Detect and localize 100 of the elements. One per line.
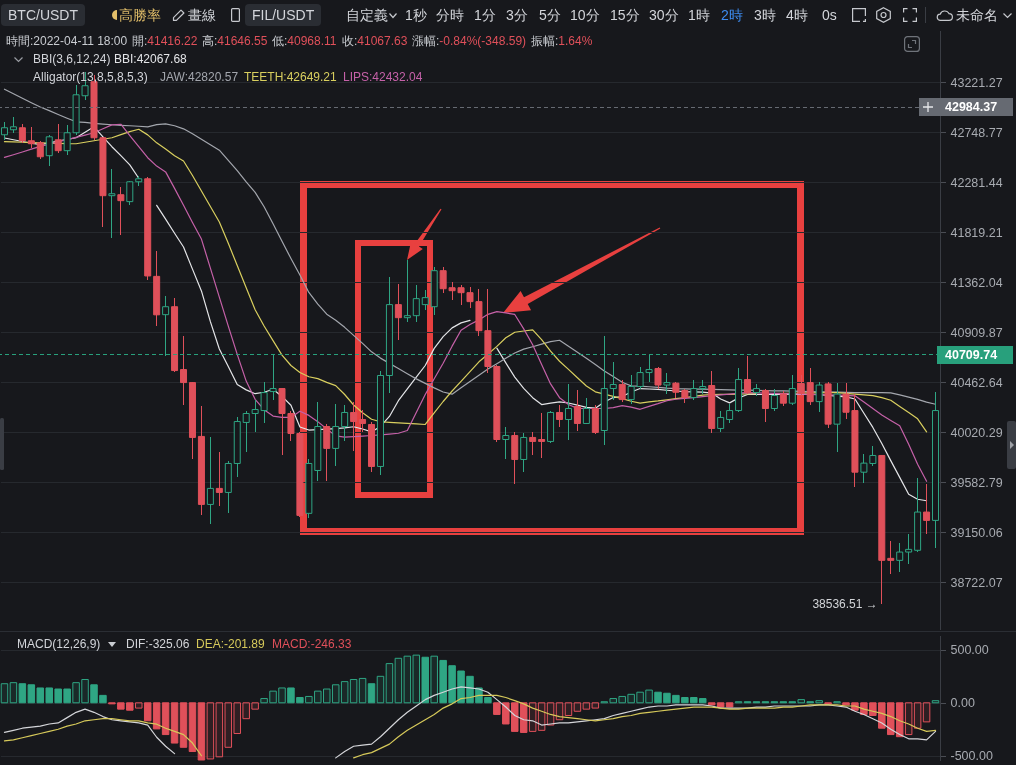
text: BTC/USDT xyxy=(8,6,78,24)
annotation: 38536.51 → xyxy=(812,597,878,612)
annotation: 振幅:1.64% xyxy=(531,34,593,48)
text: TEETH:42649.21 xyxy=(244,69,337,85)
candlestick xyxy=(180,335,188,406)
bar xyxy=(269,690,277,704)
candlestick xyxy=(36,140,44,160)
candlestick xyxy=(726,403,734,424)
text: 2時 xyxy=(721,6,743,24)
candlestick xyxy=(573,389,581,432)
candlestick xyxy=(117,186,125,236)
y-tick-label: 39150.06 xyxy=(950,525,1003,540)
bar xyxy=(815,700,823,704)
y-tick-label: 40909.87 xyxy=(950,325,1003,340)
bar xyxy=(403,655,412,704)
y-tick-label: 41362.04 xyxy=(950,275,1003,290)
annotation: MACD(12,26,9) xyxy=(17,636,101,652)
bar xyxy=(376,675,385,704)
bar xyxy=(72,682,80,704)
candlestick xyxy=(520,432,528,473)
text: 畫線 xyxy=(188,6,216,24)
candlestick xyxy=(744,355,752,395)
annotation: 低:40968.11 xyxy=(272,34,337,48)
bar xyxy=(421,656,429,704)
candlestick xyxy=(609,361,617,401)
bar xyxy=(367,683,376,704)
candlestick xyxy=(54,123,62,154)
y-tick-label: 40020.29 xyxy=(950,425,1003,440)
candlestick xyxy=(27,126,35,149)
y-tick-label: 38722.07 xyxy=(950,576,1003,590)
bar xyxy=(618,695,626,704)
bar xyxy=(645,689,653,704)
candlestick xyxy=(206,436,214,525)
bar xyxy=(564,702,573,717)
bar xyxy=(179,702,188,748)
text: 15分 xyxy=(610,6,640,24)
bar xyxy=(278,687,286,704)
text: LIPS:42432.04 xyxy=(343,69,423,85)
bar xyxy=(591,702,600,709)
candlestick xyxy=(18,123,26,144)
bar xyxy=(81,678,89,704)
candlestick xyxy=(529,431,537,456)
candlestick xyxy=(412,284,420,323)
bar xyxy=(233,702,241,735)
y-tick-label: 0.00 xyxy=(950,696,975,711)
annotation: 開:41416.22 xyxy=(132,34,198,48)
text: 1時 xyxy=(688,6,710,24)
candlestick xyxy=(923,483,931,535)
bar xyxy=(188,702,197,753)
y-tick-label: 43221.27 xyxy=(950,75,1003,90)
bar xyxy=(358,677,367,704)
text: 1分 xyxy=(474,6,496,24)
bar xyxy=(385,663,394,704)
annotation: 收:41067.63 xyxy=(342,34,408,48)
candlestick xyxy=(538,412,546,459)
annotation: 高:41646.55 xyxy=(202,34,268,48)
candlestick xyxy=(511,431,519,485)
candlestick xyxy=(359,409,367,433)
text: 4時 xyxy=(786,6,808,24)
bar xyxy=(314,690,322,704)
bar xyxy=(627,693,635,704)
bar xyxy=(197,702,206,761)
text: MACD:-246.33 xyxy=(272,636,352,652)
annotation: BBI(3,6,12,24) xyxy=(33,51,111,67)
annotation: 時間:2022-04-11 18:00 xyxy=(6,34,128,48)
candlestick xyxy=(502,426,510,460)
text: 3時 xyxy=(754,6,776,24)
candlestick xyxy=(45,134,53,167)
bar xyxy=(573,702,582,712)
bar xyxy=(305,695,313,704)
candlestick xyxy=(770,388,778,412)
bar xyxy=(922,702,931,723)
candlestick xyxy=(350,401,358,452)
candlestick xyxy=(215,451,223,507)
y-tick-label: 42281.44 xyxy=(950,175,1003,190)
bar xyxy=(913,702,922,729)
candlestick xyxy=(797,374,805,397)
text: 高勝率 xyxy=(119,6,161,24)
bar xyxy=(215,702,224,758)
text: 未命名 xyxy=(956,6,998,24)
candlestick xyxy=(582,397,590,425)
candlestick xyxy=(421,289,429,311)
candlestick xyxy=(690,379,698,401)
candlestick xyxy=(323,423,331,482)
text: FIL/USDT xyxy=(252,6,315,24)
legend-label: DIF:-325.06 xyxy=(126,636,190,652)
y-tick-label: 40462.64 xyxy=(950,375,1003,390)
bar xyxy=(582,702,591,710)
bar xyxy=(412,654,421,704)
bar xyxy=(224,702,233,748)
bar xyxy=(323,688,331,704)
bar xyxy=(904,702,913,736)
candlestick xyxy=(761,388,769,423)
text: 1秒 xyxy=(405,6,427,24)
candlestick xyxy=(618,379,626,403)
text: 40709.74 xyxy=(937,346,1013,364)
candlestick xyxy=(394,283,402,341)
candlestick xyxy=(591,404,599,435)
bar xyxy=(0,683,9,704)
bar xyxy=(340,681,349,704)
